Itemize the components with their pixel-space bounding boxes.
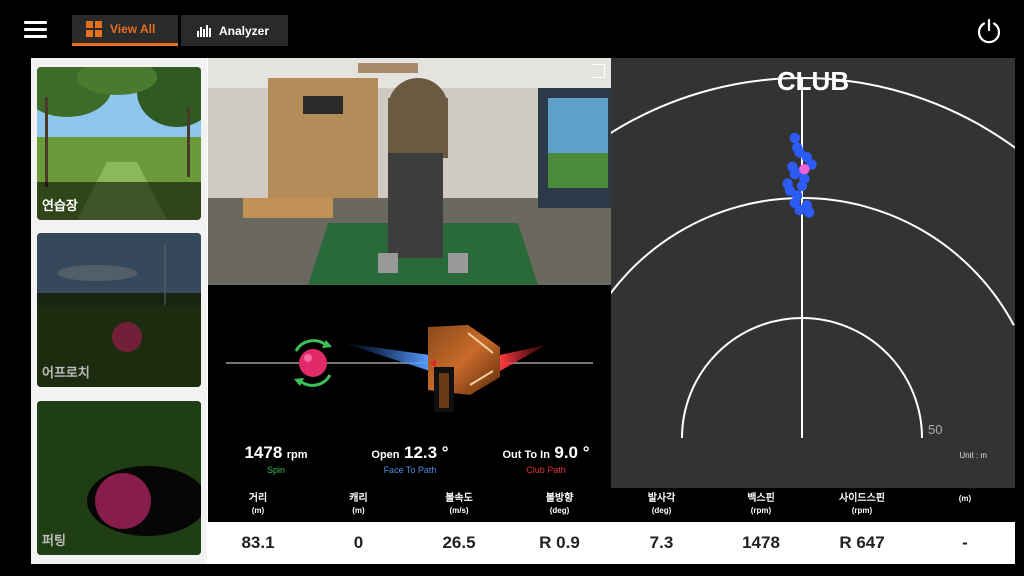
table-header-row: 거리 (m) 캐리 (m) 볼속도 (m/s) 볼방향 (deg) 발사각 (deg) 백…	[208, 488, 1015, 522]
tab-label: View All	[110, 22, 156, 36]
distance-ring	[506, 76, 1024, 233]
table-cell: 26.5	[442, 533, 476, 552]
mode-card-label: 어프로치	[42, 365, 90, 380]
table-header: 발사각 (deg)	[647, 493, 676, 515]
current-shot-point[interactable]	[799, 164, 810, 175]
shot-point[interactable]	[789, 132, 800, 144]
face-to-path-metric: Open 12.3 ° Face To Path	[363, 443, 457, 475]
table-cell: 7.3	[649, 533, 674, 552]
top-bar: View All Analyzer	[0, 0, 1024, 58]
mode-card-range[interactable]: 연습장	[37, 67, 201, 220]
distance-ring	[589, 197, 1015, 326]
shot-point[interactable]	[789, 168, 800, 180]
path-label: Club Path	[526, 465, 566, 475]
swing-video[interactable]	[208, 58, 611, 285]
table-header: 캐리 (m)	[349, 493, 368, 515]
bar-chart-icon	[197, 24, 211, 37]
shot-data-table: 거리 (m) 캐리 (m) 볼속도 (m/s) 볼방향 (deg) 발사각 (deg) 백…	[208, 488, 1015, 564]
spin-metric: 1478 rpm Spin	[236, 443, 316, 475]
table-header: 거리 (m)	[248, 493, 268, 515]
mode-card-label: 퍼팅	[42, 533, 66, 548]
mode-card-approach[interactable]: 어프로치	[37, 233, 201, 387]
table-cell: 1478	[742, 533, 780, 552]
table-cell: R 647	[839, 533, 885, 552]
hamburger-menu-icon[interactable]	[24, 21, 47, 39]
putting-thumbnail	[37, 401, 201, 555]
spin-label: Spin	[266, 465, 285, 475]
club-path-wedge	[500, 345, 546, 371]
spin-ball-icon	[294, 339, 332, 387]
club-path-metric: Out To In 9.0 ° Club Path	[494, 443, 598, 475]
table-cell: 0	[353, 533, 364, 552]
table-header: 사이드스핀 (rpm)	[839, 493, 885, 515]
spin-value: 1478	[244, 443, 283, 462]
table-cell: -	[962, 533, 968, 552]
club-head-icon	[428, 325, 500, 412]
range-thumbnail	[37, 67, 201, 220]
mode-sidebar: 연습장 어프로치 퍼팅	[31, 58, 207, 564]
expand-icon[interactable]	[593, 64, 605, 78]
face-to-path-wedge	[343, 343, 430, 371]
spin-unit: rpm	[286, 449, 308, 461]
club-dispersion-chart: 50100150	[506, 76, 1024, 439]
tab-analyzer[interactable]: Analyzer	[181, 15, 288, 46]
shot-point[interactable]	[804, 207, 815, 218]
mode-card-label: 연습장	[42, 198, 78, 213]
chart-title: CLUB	[776, 66, 850, 96]
approach-thumbnail	[37, 233, 201, 387]
shot-point[interactable]	[794, 204, 805, 216]
table-header: (m)	[958, 494, 972, 503]
path-value: 9.0 °	[554, 443, 590, 462]
club-face-panel: 1478 rpm Spin Open 12.3 ° Face To Path O…	[208, 285, 611, 488]
face-label: Face To Path	[383, 465, 437, 475]
table-header: 볼속도 (m/s)	[445, 493, 473, 515]
table-header: 백스핀 (rpm)	[747, 493, 775, 515]
face-value: 12.3 °	[403, 443, 449, 462]
table-header: 볼방향 (deg)	[545, 493, 574, 515]
swing-video-frame	[208, 58, 611, 285]
face-prefix: Open	[371, 449, 400, 461]
table-cell: R 0.9	[539, 533, 580, 552]
grid-icon	[86, 21, 102, 37]
table-cell: 83.1	[241, 533, 275, 552]
club-chart-panel: CLUB 50100150 Unit : m	[506, 58, 1024, 488]
power-icon[interactable]	[976, 18, 1002, 44]
tab-view-all[interactable]: View All	[72, 15, 178, 46]
path-prefix: Out To In	[502, 449, 550, 461]
club-face-diagram	[226, 325, 593, 412]
table-row: 83.1 0 26.5 R 0.9 7.3 1478 R 647 -	[208, 522, 1015, 564]
mode-card-putting[interactable]: 퍼팅	[37, 401, 201, 555]
shot-point[interactable]	[796, 180, 808, 192]
tab-label: Analyzer	[219, 23, 270, 38]
ring-label: 50	[928, 422, 942, 437]
unit-label: Unit : m	[959, 451, 987, 460]
